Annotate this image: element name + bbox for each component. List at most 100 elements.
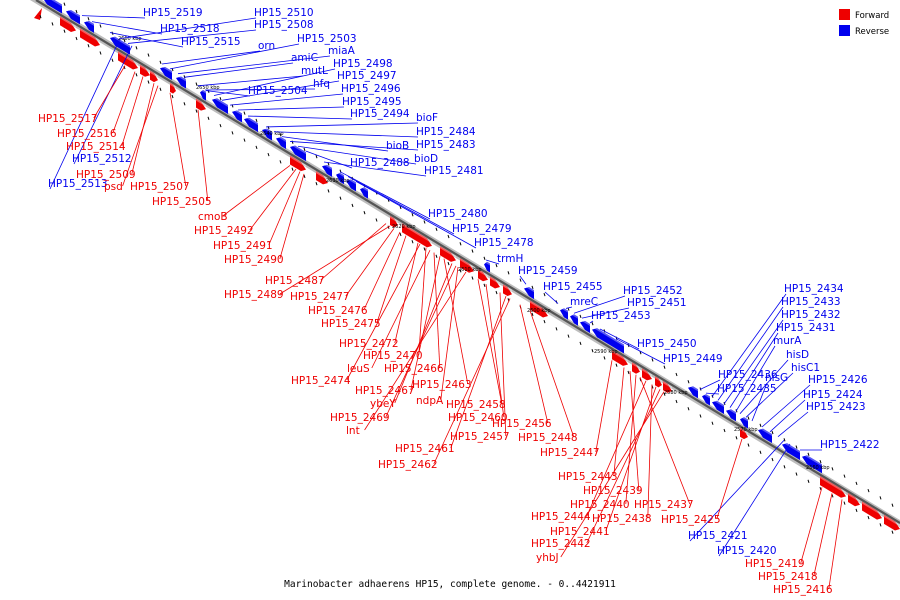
reverse-gene-arrow-18[interactable] bbox=[524, 287, 534, 300]
rev-leader-line-20 bbox=[273, 131, 419, 138]
reverse-gene-arrow-20[interactable] bbox=[570, 314, 578, 326]
reverse-gene-arrow-6[interactable] bbox=[200, 89, 206, 101]
reverse-gene-label-18: HP15_2512 bbox=[72, 153, 132, 165]
fwd-leader-line-11 bbox=[320, 223, 387, 281]
forward-gene-arrow-22[interactable] bbox=[740, 427, 748, 440]
forward-gene-arrow-3[interactable] bbox=[140, 64, 150, 77]
forward-gene-arrow-16[interactable] bbox=[530, 300, 548, 318]
reverse-gene-arrow-highlight-26 bbox=[726, 406, 736, 415]
forward-gene-arrow-20[interactable] bbox=[655, 376, 662, 388]
backbone-dash-62 bbox=[411, 213, 414, 217]
reverse-gene-arrow-10[interactable] bbox=[262, 128, 272, 141]
reverse-gene-arrow-12[interactable] bbox=[290, 145, 306, 162]
forward-gene-arrow-11[interactable] bbox=[440, 246, 456, 262]
reverse-gene-arrow-17[interactable] bbox=[484, 261, 490, 273]
reverse-gene-arrow-19[interactable] bbox=[560, 308, 568, 320]
reverse-gene-arrow-highlight-14 bbox=[336, 170, 344, 178]
reverse-gene-arrow-21[interactable] bbox=[580, 320, 590, 333]
reverse-gene-arrow-0[interactable] bbox=[42, 0, 62, 14]
reverse-gene-arrow-26[interactable] bbox=[726, 409, 736, 422]
fwd-leader-line-27 bbox=[364, 271, 467, 431]
rev-leader-line-18 bbox=[73, 45, 133, 165]
reverse-gene-arrow-22[interactable] bbox=[592, 328, 624, 354]
fwd-leader-line-43 bbox=[586, 389, 661, 544]
backbone-dash-60 bbox=[399, 205, 402, 210]
fwd-leader-line-1 bbox=[112, 71, 136, 134]
forward-gene-arrow-6[interactable] bbox=[196, 98, 206, 111]
reverse-gene-arrow-16[interactable] bbox=[360, 187, 368, 199]
backbone-dash-73 bbox=[471, 276, 474, 280]
forward-gene-arrow-10[interactable] bbox=[402, 223, 432, 248]
reverse-gene-arrow-13[interactable] bbox=[322, 164, 332, 177]
backbone-dash-14 bbox=[123, 38, 126, 43]
reverse-gene-label-38: HP15_2436 bbox=[718, 369, 778, 381]
forward-gene-arrow-5[interactable] bbox=[170, 82, 176, 94]
rev-leader-line-22 bbox=[289, 141, 419, 151]
forward-gene-arrow-15[interactable] bbox=[503, 284, 512, 297]
forward-gene-arrow-17[interactable] bbox=[612, 350, 628, 366]
forward-gene-label-23: ybeY bbox=[370, 398, 396, 410]
reverse-gene-label-33: HP15_2452 bbox=[623, 285, 683, 297]
forward-gene-arrow-0[interactable] bbox=[60, 16, 76, 32]
backbone-dash-69 bbox=[447, 261, 450, 266]
forward-gene-arrow-23[interactable] bbox=[820, 476, 846, 498]
reverse-gene-arrow-2[interactable] bbox=[84, 20, 94, 33]
fwd-leader-line-47 bbox=[828, 499, 843, 590]
reverse-gene-arrow-highlight-3 bbox=[110, 33, 130, 48]
forward-gene-label-27: lnt bbox=[346, 425, 360, 437]
rev-leader-line-52 bbox=[689, 440, 785, 542]
reverse-gene-arrow-14[interactable] bbox=[336, 172, 344, 185]
forward-gene-arrow-25[interactable] bbox=[862, 501, 882, 520]
legend: Forward Reverse bbox=[839, 9, 889, 37]
reverse-gene-arrow-7[interactable] bbox=[212, 98, 228, 114]
reverse-gene-arrow-highlight-7 bbox=[212, 95, 228, 107]
forward-gene-arrow-4[interactable] bbox=[150, 70, 158, 83]
forward-gene-arrow-7[interactable] bbox=[290, 155, 306, 172]
forward-gene-arrow-14[interactable] bbox=[490, 276, 500, 289]
forward-gene-arrow-26[interactable] bbox=[884, 514, 900, 531]
forward-gene-arrow-13[interactable] bbox=[478, 269, 488, 282]
rev-leader-line-8 bbox=[183, 62, 294, 78]
reverse-gene-arrow-8[interactable] bbox=[232, 110, 242, 123]
forward-gene-arrow-2[interactable] bbox=[118, 51, 138, 70]
forward-gene-arrow-1[interactable] bbox=[80, 28, 100, 47]
backbone-dash-40 bbox=[279, 133, 282, 137]
backbone-dash-122 bbox=[771, 430, 774, 435]
reverse-gene-arrow-3[interactable] bbox=[110, 36, 130, 55]
reverse-gene-arrow-11[interactable] bbox=[276, 137, 286, 150]
forward-gene-arrow-24[interactable] bbox=[848, 493, 860, 507]
backbone-dash-26 bbox=[195, 82, 198, 86]
reverse-gene-arrow-5[interactable] bbox=[176, 76, 186, 89]
reverse-gene-arrow-9[interactable] bbox=[244, 117, 258, 133]
reverse-gene-arrow-30[interactable] bbox=[802, 455, 822, 474]
backbone-dash-33 bbox=[231, 131, 234, 135]
reverse-gene-arrow-24[interactable] bbox=[702, 394, 710, 406]
reverse-gene-arrow-28[interactable] bbox=[758, 428, 772, 444]
backbone-dash-20 bbox=[159, 60, 162, 64]
forward-gene-arrow-18[interactable] bbox=[632, 362, 640, 374]
forward-gene-arrow-highlight-9 bbox=[390, 215, 398, 223]
forward-gene-arrow-21[interactable] bbox=[663, 381, 672, 393]
forward-gene-label-44: yhbJ bbox=[536, 552, 559, 564]
reverse-gene-arrow-4[interactable] bbox=[160, 66, 172, 81]
reverse-gene-arrow-25[interactable] bbox=[712, 400, 724, 415]
fwd-leader-line-16 bbox=[394, 242, 419, 344]
rev-leader-line-17 bbox=[49, 38, 121, 190]
tick-label-6: 2620 kbp bbox=[392, 224, 416, 230]
rev-leader-line-16 bbox=[247, 115, 353, 120]
reverse-gene-arrow-15[interactable] bbox=[346, 179, 356, 192]
backbone-dash-18 bbox=[147, 53, 150, 57]
forward-gene-arrow-9[interactable] bbox=[390, 215, 398, 228]
reverse-gene-arrow-29[interactable] bbox=[782, 443, 800, 460]
forward-gene-arrow-19[interactable] bbox=[642, 368, 652, 381]
legend-label-forward: Forward bbox=[855, 11, 889, 21]
reverse-gene-label-30: HP15_2459 bbox=[518, 265, 578, 277]
forward-gene-arrow-edge[interactable] bbox=[34, 8, 42, 20]
reverse-gene-arrow-27[interactable] bbox=[740, 417, 748, 429]
forward-gene-arrow-12[interactable] bbox=[460, 258, 474, 273]
reverse-gene-arrow-highlight-21 bbox=[580, 317, 590, 326]
forward-gene-arrow-8[interactable] bbox=[316, 171, 328, 185]
reverse-gene-arrow-1[interactable] bbox=[66, 9, 80, 25]
reverse-gene-label-42: HP15_2432 bbox=[781, 309, 841, 321]
reverse-gene-arrow-23[interactable] bbox=[688, 386, 698, 399]
